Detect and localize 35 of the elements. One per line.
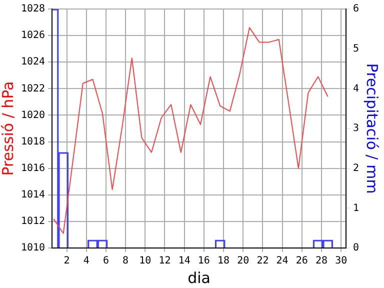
y-tick-label: 1022 — [20, 83, 46, 94]
y2-tick-label: 1 — [352, 202, 360, 214]
x-tick-label: 16 — [198, 256, 210, 267]
y-tick-label: 1016 — [20, 162, 46, 174]
x-tick-label: 30 — [335, 256, 348, 267]
y-tick-label: 1020 — [20, 110, 46, 121]
y2-tick-label: 2 — [352, 162, 360, 174]
x-tick-label: 4 — [83, 256, 90, 267]
x-axis-title: dia — [188, 268, 210, 287]
x-tick-label: 6 — [102, 256, 109, 267]
x-tick-label: 2 — [64, 256, 70, 267]
x-tick-label: 18 — [218, 256, 230, 267]
y-tick-label: 1018 — [20, 136, 46, 148]
x-tick-label: 22 — [256, 256, 269, 267]
y-tick-label: 1014 — [20, 189, 46, 200]
y-tick-label: 1024 — [20, 56, 46, 68]
x-tick-label: 14 — [178, 256, 190, 267]
x-tick-label: 12 — [158, 256, 171, 267]
y2-tick-label: 0 — [352, 242, 360, 254]
x-tick-label: 24 — [276, 256, 288, 267]
y2-tick-label: 4 — [352, 83, 360, 94]
x-tick-label: 10 — [139, 256, 152, 267]
y-tick-label: 1026 — [20, 30, 46, 42]
x-tick-label: 8 — [122, 256, 129, 267]
y-tick-label: 1012 — [20, 216, 46, 228]
x-tick-label: 26 — [296, 256, 308, 267]
y-axis-title: Pressió / hPa — [0, 81, 17, 176]
x-tick-label: 20 — [237, 256, 250, 267]
y2-axis-title: Precipitació / mm — [363, 63, 382, 194]
y2-tick-label: 6 — [352, 4, 360, 15]
y2-tick-label: 5 — [352, 43, 360, 54]
y-tick-label: 1010 — [20, 242, 46, 254]
y-tick-label: 1028 — [20, 4, 46, 15]
x-tick-label: 28 — [315, 256, 328, 267]
y2-tick-label: 3 — [352, 123, 360, 134]
